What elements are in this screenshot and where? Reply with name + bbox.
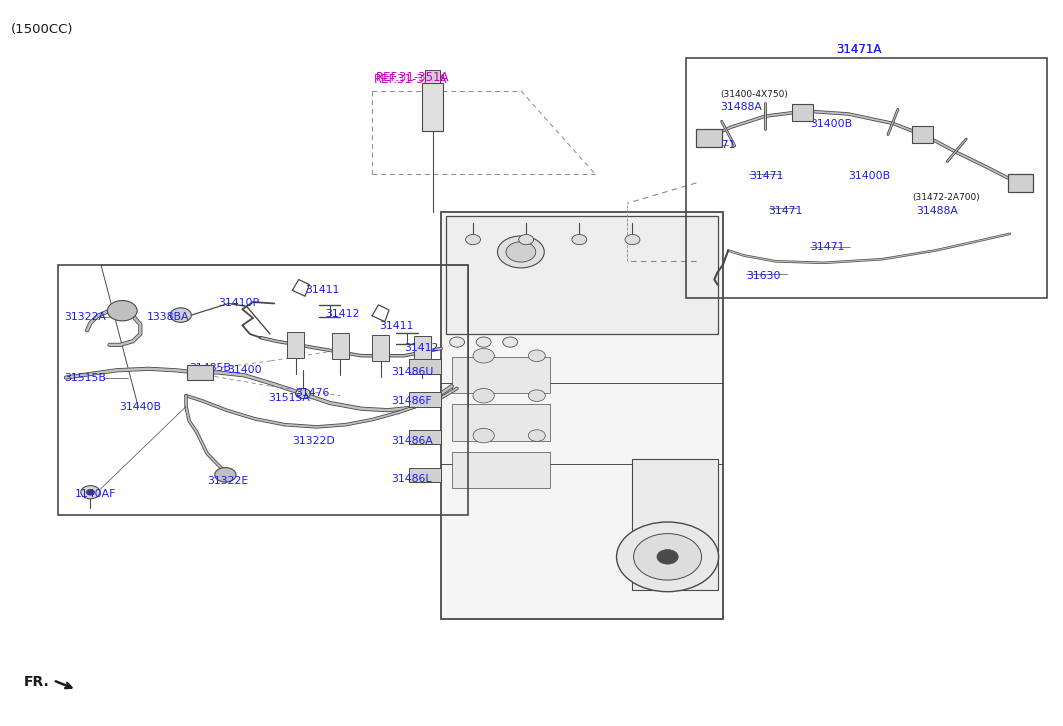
Bar — [409, 392, 441, 407]
Circle shape — [215, 468, 236, 482]
Text: 31412: 31412 — [325, 309, 359, 319]
Bar — [686, 58, 1047, 298]
Circle shape — [476, 337, 491, 347]
Text: 31400B: 31400B — [848, 171, 891, 182]
Circle shape — [657, 550, 678, 564]
Bar — [425, 70, 440, 83]
Circle shape — [497, 236, 544, 268]
Text: 31486A: 31486A — [391, 436, 433, 446]
Circle shape — [519, 234, 534, 245]
Text: 31486U: 31486U — [391, 367, 434, 378]
Circle shape — [528, 350, 545, 362]
Bar — [409, 430, 441, 444]
Bar — [452, 357, 551, 393]
Text: 31400: 31400 — [227, 365, 263, 375]
Bar — [696, 129, 722, 147]
Text: REF.31-351A: REF.31-351A — [373, 73, 448, 86]
Circle shape — [86, 489, 95, 495]
Text: 31411: 31411 — [305, 285, 339, 295]
Text: 31400B: 31400B — [810, 119, 853, 129]
Text: 31412: 31412 — [404, 343, 438, 354]
Circle shape — [473, 428, 494, 443]
Bar — [632, 459, 718, 590]
Circle shape — [625, 234, 640, 245]
Text: 31485B: 31485B — [189, 363, 231, 373]
Text: REF.31-351A: REF.31-351A — [375, 71, 450, 84]
Bar — [332, 333, 349, 359]
Text: 31440B: 31440B — [119, 401, 162, 412]
Bar — [409, 359, 441, 374]
Text: 31515B: 31515B — [64, 372, 105, 383]
Text: 31471: 31471 — [702, 140, 736, 150]
Circle shape — [466, 234, 480, 245]
Text: 31322D: 31322D — [292, 436, 335, 446]
Bar — [187, 365, 213, 380]
Text: 31476: 31476 — [296, 388, 330, 399]
Bar — [912, 126, 933, 143]
Bar — [409, 468, 441, 482]
Text: 31630: 31630 — [746, 271, 780, 281]
Text: 31322A: 31322A — [64, 312, 105, 322]
Circle shape — [528, 390, 545, 401]
Text: FR.: FR. — [23, 675, 49, 690]
Text: (31472-2A700): (31472-2A700) — [912, 193, 980, 202]
Text: 31410P: 31410P — [218, 298, 259, 309]
Text: 31322E: 31322E — [207, 476, 249, 486]
Circle shape — [473, 388, 494, 403]
Text: 31515A: 31515A — [268, 393, 309, 403]
Circle shape — [634, 534, 702, 580]
Bar — [414, 336, 431, 362]
Bar — [422, 83, 443, 131]
Bar — [372, 335, 389, 361]
Text: 31471A: 31471A — [837, 43, 881, 56]
Text: 31488A: 31488A — [721, 102, 762, 112]
Bar — [1008, 174, 1033, 192]
Circle shape — [81, 486, 100, 499]
Text: 31411: 31411 — [379, 321, 414, 331]
Circle shape — [506, 242, 536, 262]
Text: 31471: 31471 — [749, 171, 783, 182]
Circle shape — [450, 337, 465, 347]
Text: 31471: 31471 — [769, 205, 803, 216]
Circle shape — [528, 430, 545, 441]
Text: 31471A: 31471A — [837, 43, 881, 56]
Circle shape — [503, 337, 518, 347]
Circle shape — [296, 388, 310, 399]
Text: 31486L: 31486L — [391, 474, 432, 484]
Bar — [792, 104, 813, 121]
Text: 31486F: 31486F — [391, 396, 432, 407]
Text: 31488A: 31488A — [916, 205, 958, 216]
Text: (31400-4X750): (31400-4X750) — [721, 90, 789, 99]
Bar — [287, 332, 304, 358]
Circle shape — [170, 308, 191, 322]
Circle shape — [617, 522, 719, 592]
Text: 31471: 31471 — [810, 242, 844, 252]
Circle shape — [572, 234, 587, 245]
Bar — [452, 404, 551, 441]
Text: 1338BA: 1338BA — [147, 312, 189, 322]
Text: (1500CC): (1500CC) — [11, 23, 73, 36]
Text: 1140AF: 1140AF — [74, 489, 116, 499]
Bar — [58, 265, 468, 515]
FancyBboxPatch shape — [446, 216, 718, 334]
FancyBboxPatch shape — [441, 212, 723, 619]
Circle shape — [107, 301, 137, 321]
Circle shape — [473, 348, 494, 363]
Bar — [452, 452, 551, 488]
